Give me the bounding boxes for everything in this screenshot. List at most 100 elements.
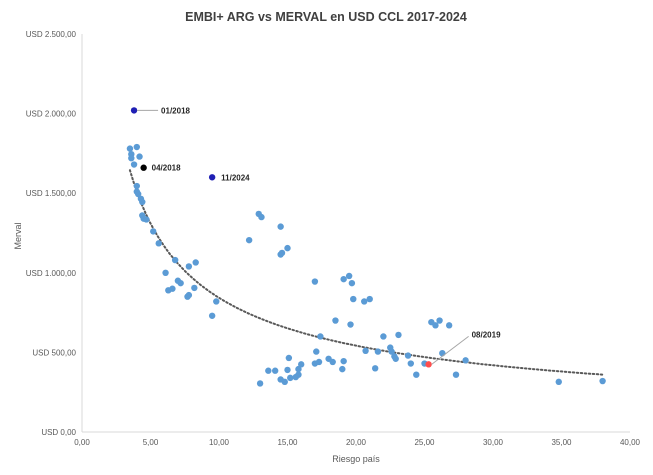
data-point	[317, 333, 324, 340]
data-point	[191, 284, 198, 292]
x-tick-label: 30,00	[483, 438, 504, 447]
annotation-label: 04/2018	[152, 164, 181, 173]
data-point	[185, 263, 193, 270]
data-point	[413, 371, 420, 378]
data-point	[445, 322, 453, 329]
data-point	[171, 256, 179, 264]
data-point	[395, 331, 402, 339]
data-point	[348, 279, 356, 287]
data-point	[462, 357, 469, 364]
data-point	[185, 291, 193, 299]
y-tick-label: USD 2.500,00	[26, 30, 77, 39]
data-point	[366, 295, 373, 303]
annotation-label: 08/2019	[472, 330, 501, 339]
data-point	[136, 153, 143, 160]
axes: 0,00 5,00 10,00 15,00 20,00 25,00 30,00 35,00 40…	[26, 30, 641, 447]
y-tick-label: USD 1.500,00	[26, 189, 77, 198]
data-point	[278, 249, 286, 257]
highlight-point	[425, 361, 432, 368]
data-point	[208, 312, 216, 319]
annotations: 01/2018 04/2018 11/2024 08/2019	[137, 106, 501, 365]
data-point	[311, 278, 319, 285]
data-point	[362, 347, 369, 355]
data-point	[258, 213, 265, 221]
power-trendline	[128, 169, 604, 376]
data-point	[162, 269, 169, 276]
data-point	[599, 377, 606, 385]
y-tick-label: USD 500,00	[32, 348, 76, 357]
data-point	[332, 317, 339, 324]
data-point	[340, 275, 347, 283]
x-tick-label: 35,00	[551, 438, 572, 447]
x-tick-label: 25,00	[414, 438, 435, 447]
data-point	[361, 298, 368, 305]
x-tick-label: 20,00	[346, 438, 367, 447]
data-point	[432, 322, 439, 329]
x-tick-label: 15,00	[277, 438, 298, 447]
data-point	[143, 216, 150, 223]
data-point	[150, 228, 157, 235]
x-tick-label: 5,00	[143, 438, 159, 447]
highlight-point	[208, 174, 216, 181]
trendline	[128, 169, 604, 376]
y-tick-label: USD 2.000,00	[26, 110, 77, 119]
data-point	[388, 348, 395, 355]
data-point	[271, 367, 279, 374]
data-point	[347, 321, 354, 328]
data-point	[177, 279, 184, 287]
x-tick-label: 40,00	[620, 438, 641, 447]
annotation-label: 11/2024	[221, 173, 250, 182]
data-point	[380, 333, 387, 340]
highlight-point	[130, 107, 138, 114]
data-point	[130, 161, 138, 168]
data-point	[407, 360, 414, 367]
data-point	[295, 365, 302, 373]
data-point	[134, 190, 142, 198]
data-point	[339, 365, 346, 373]
data-point	[555, 378, 562, 386]
data-points	[126, 107, 606, 387]
data-point	[213, 298, 220, 305]
data-point	[281, 378, 288, 386]
data-point	[436, 317, 443, 324]
data-point	[128, 154, 135, 162]
data-point	[245, 236, 253, 244]
data-point	[329, 358, 336, 366]
y-tick-label: USD 1.000,00	[26, 269, 77, 278]
x-tick-label: 0,00	[74, 438, 90, 447]
data-point	[452, 371, 460, 378]
data-point	[392, 355, 399, 362]
data-point	[169, 285, 176, 292]
data-point	[285, 354, 293, 362]
data-point	[284, 366, 291, 374]
annotation-leader	[431, 335, 469, 365]
chart-title: EMBI+ ARG vs MERVAL en USD CCL 2017-2024	[185, 10, 467, 24]
data-point	[298, 361, 305, 368]
x-tick-label: 10,00	[209, 438, 230, 447]
data-point	[133, 182, 140, 190]
data-point	[277, 223, 284, 230]
data-point	[340, 357, 347, 365]
annotation-label: 01/2018	[161, 106, 190, 115]
data-point	[315, 358, 323, 366]
y-tick-label: USD 0,00	[41, 428, 76, 437]
data-point	[192, 259, 199, 266]
data-point	[265, 367, 272, 374]
data-point	[126, 145, 134, 152]
data-point	[284, 244, 291, 252]
data-point	[155, 240, 162, 247]
data-point	[133, 143, 140, 151]
data-point	[350, 295, 357, 303]
data-point	[404, 352, 412, 359]
data-point	[139, 198, 146, 206]
x-axis-title: Riesgo país	[332, 454, 380, 464]
data-point	[439, 349, 446, 357]
data-point	[371, 365, 379, 372]
data-point	[313, 348, 320, 355]
data-point	[345, 272, 353, 280]
data-point	[287, 374, 294, 382]
data-point	[256, 380, 264, 387]
data-point	[295, 371, 302, 378]
